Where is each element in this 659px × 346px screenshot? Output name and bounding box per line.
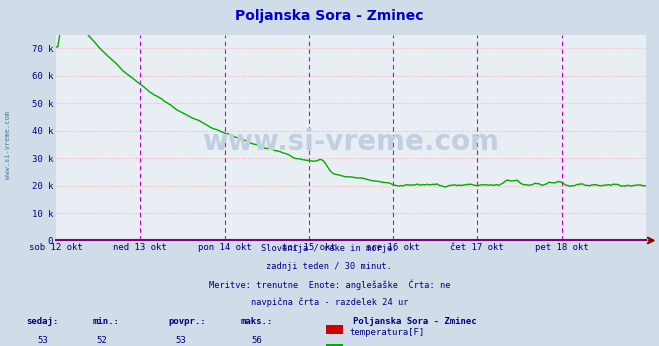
Text: 52: 52: [97, 336, 107, 345]
Text: 53: 53: [176, 336, 186, 345]
Text: min.:: min.:: [92, 317, 119, 326]
Text: Poljanska Sora - Zminec: Poljanska Sora - Zminec: [235, 9, 424, 22]
Text: 53: 53: [38, 336, 48, 345]
Text: 56: 56: [252, 336, 262, 345]
Text: Poljanska Sora - Zminec: Poljanska Sora - Zminec: [353, 317, 476, 326]
Text: sedaj:: sedaj:: [26, 317, 59, 326]
Text: Slovenija / reke in morje.: Slovenija / reke in morje.: [261, 244, 398, 253]
Text: navpična črta - razdelek 24 ur: navpična črta - razdelek 24 ur: [251, 298, 408, 307]
Text: www.si-vreme.com: www.si-vreme.com: [5, 111, 11, 179]
Text: maks.:: maks.:: [241, 317, 273, 326]
Text: Meritve: trenutne  Enote: anglešaške  Črta: ne: Meritve: trenutne Enote: anglešaške Črta…: [209, 280, 450, 290]
Text: zadnji teden / 30 minut.: zadnji teden / 30 minut.: [266, 262, 393, 271]
Text: povpr.:: povpr.:: [168, 317, 206, 326]
Text: temperatura[F]: temperatura[F]: [349, 328, 424, 337]
Text: www.si-vreme.com: www.si-vreme.com: [202, 128, 500, 156]
